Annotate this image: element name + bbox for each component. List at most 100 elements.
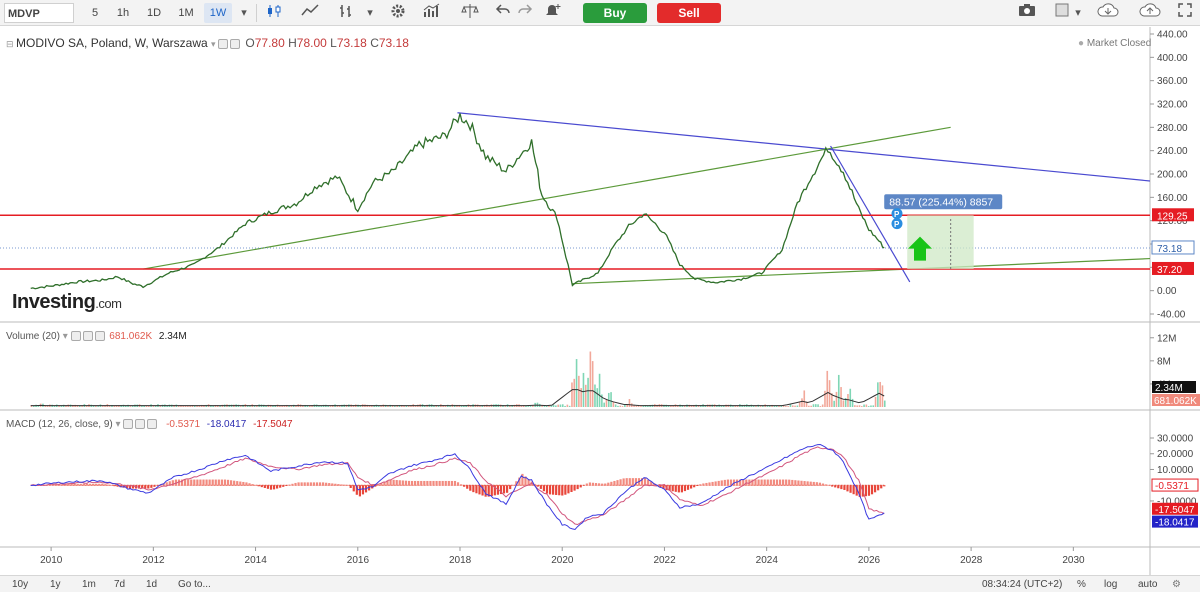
line-chart-icon[interactable] [298, 3, 322, 23]
settings-icon[interactable] [82, 331, 93, 342]
high-label: H [288, 36, 297, 50]
range-1m[interactable]: 1m [82, 579, 96, 590]
goto-button[interactable]: Go to... [178, 579, 211, 590]
buy-button[interactable]: Buy [583, 3, 647, 23]
macd-histogram-bar [527, 478, 530, 486]
trendline [457, 112, 1151, 182]
macd-histogram-bar [202, 479, 205, 486]
x-tick-label: 2018 [449, 555, 472, 566]
volume-bar [541, 404, 543, 407]
eye-icon[interactable] [70, 331, 81, 342]
volume-bar [44, 405, 47, 407]
volume-bar [821, 404, 824, 407]
macd-histogram-bar [788, 479, 791, 486]
close-icon[interactable] [94, 331, 105, 342]
volume-bar [633, 404, 635, 407]
redo-icon[interactable] [513, 3, 537, 23]
macd-histogram-bar [782, 479, 785, 486]
eye-icon[interactable] [123, 419, 134, 430]
range-10y[interactable]: 10y [12, 579, 29, 590]
macd-histogram-bar [840, 485, 843, 490]
market-status: ● Market Closed [1078, 38, 1152, 49]
bars-icon[interactable] [334, 3, 358, 23]
gear-icon[interactable] [386, 3, 410, 23]
settings-icon[interactable]: ⚙ [1172, 579, 1181, 590]
color-square-icon[interactable] [1052, 3, 1072, 23]
eye-icon[interactable] [218, 38, 229, 49]
x-tick-label: 2022 [653, 555, 676, 566]
range-1y[interactable]: 1y [50, 579, 61, 590]
macd-histogram-bar [199, 479, 202, 486]
range-1d[interactable]: 1d [146, 579, 158, 590]
close-value: 73.18 [378, 36, 409, 50]
macd-histogram-bar [141, 485, 144, 489]
camera-icon[interactable] [1014, 3, 1040, 23]
symbol-input[interactable]: MDVP [4, 3, 74, 23]
compare-icon[interactable] [458, 3, 482, 23]
volume-bar [787, 406, 789, 407]
fullscreen-icon[interactable] [1175, 3, 1195, 23]
settings-icon[interactable] [230, 38, 241, 49]
chart-svg[interactable]: 440.00 400.00 360.00 320.00 280.00 240.00 200.… [0, 27, 1200, 575]
macd-histogram-bar [668, 485, 671, 491]
sell-button[interactable]: Sell [657, 3, 721, 23]
range-7d[interactable]: 7d [114, 579, 126, 590]
log-toggle[interactable]: log [1104, 579, 1118, 590]
volume-bar [552, 404, 555, 407]
macd-histogram-bar [279, 485, 282, 488]
interval-5[interactable]: 5 [91, 7, 99, 19]
macd-histogram-bar [880, 485, 883, 489]
collapse-icon[interactable]: ⊟ [6, 39, 17, 49]
auto-toggle[interactable]: auto [1138, 579, 1158, 590]
chevron-down-icon[interactable]: ▾ [211, 39, 219, 49]
volume-bar [338, 405, 341, 407]
volume-bar [104, 405, 106, 407]
interval-1w[interactable]: 1W [204, 3, 232, 23]
volume-bar [867, 406, 870, 407]
volume-bar [617, 405, 619, 407]
macd-histogram-bar [619, 479, 622, 486]
volume-bar [831, 393, 833, 407]
volume-bar [529, 406, 532, 407]
cloud-load-icon[interactable] [1094, 3, 1122, 23]
chevron-down-icon[interactable]: ▾ [62, 331, 71, 342]
macd-histogram-bar [647, 479, 650, 486]
undo-icon[interactable] [491, 3, 515, 23]
macd-histogram-bar [447, 480, 450, 486]
interval-1d[interactable]: 1D [146, 7, 162, 19]
volume-bar [844, 397, 847, 407]
low-label: L [330, 36, 337, 50]
settings-icon[interactable] [135, 419, 146, 430]
cloud-save-icon[interactable] [1136, 3, 1164, 23]
volume-bar [336, 405, 339, 407]
chevron-down-icon[interactable]: ▾ [241, 7, 247, 19]
volume-bar [302, 405, 304, 407]
macd-histogram-bar [757, 479, 760, 486]
macd-histogram-bar [205, 479, 208, 486]
macd-histogram-bar [346, 485, 349, 486]
chevron-down-icon[interactable]: ▾ [115, 419, 124, 430]
chevron-down-icon[interactable]: ▾ [1075, 7, 1081, 19]
percent-toggle[interactable]: % [1077, 579, 1086, 590]
indicators-icon[interactable] [420, 3, 444, 23]
macd-tick-label: 10.0000 [1157, 465, 1194, 476]
volume-bar [479, 405, 481, 407]
macd-histogram-bar [168, 481, 171, 486]
volume-bar [423, 405, 426, 407]
candles-icon[interactable] [262, 3, 286, 23]
chevron-down-icon[interactable]: ▾ [367, 7, 373, 19]
volume-bar [290, 405, 293, 407]
macd-histogram-bar [358, 485, 361, 497]
interval-1m[interactable]: 1M [178, 7, 194, 19]
volume-bar [879, 381, 881, 407]
alert-icon[interactable] [541, 3, 565, 23]
volume-bar [856, 405, 858, 407]
trendline [572, 257, 1151, 285]
macd-histogram-bar [230, 480, 233, 486]
chart-area[interactable]: 440.00 400.00 360.00 320.00 280.00 240.00 200.… [0, 27, 1200, 575]
interval-1h[interactable]: 1h [116, 7, 130, 19]
x-tick-label: 2016 [347, 555, 370, 566]
volume-bar [410, 405, 412, 407]
close-icon[interactable] [147, 419, 158, 430]
volume-bar [76, 405, 79, 407]
